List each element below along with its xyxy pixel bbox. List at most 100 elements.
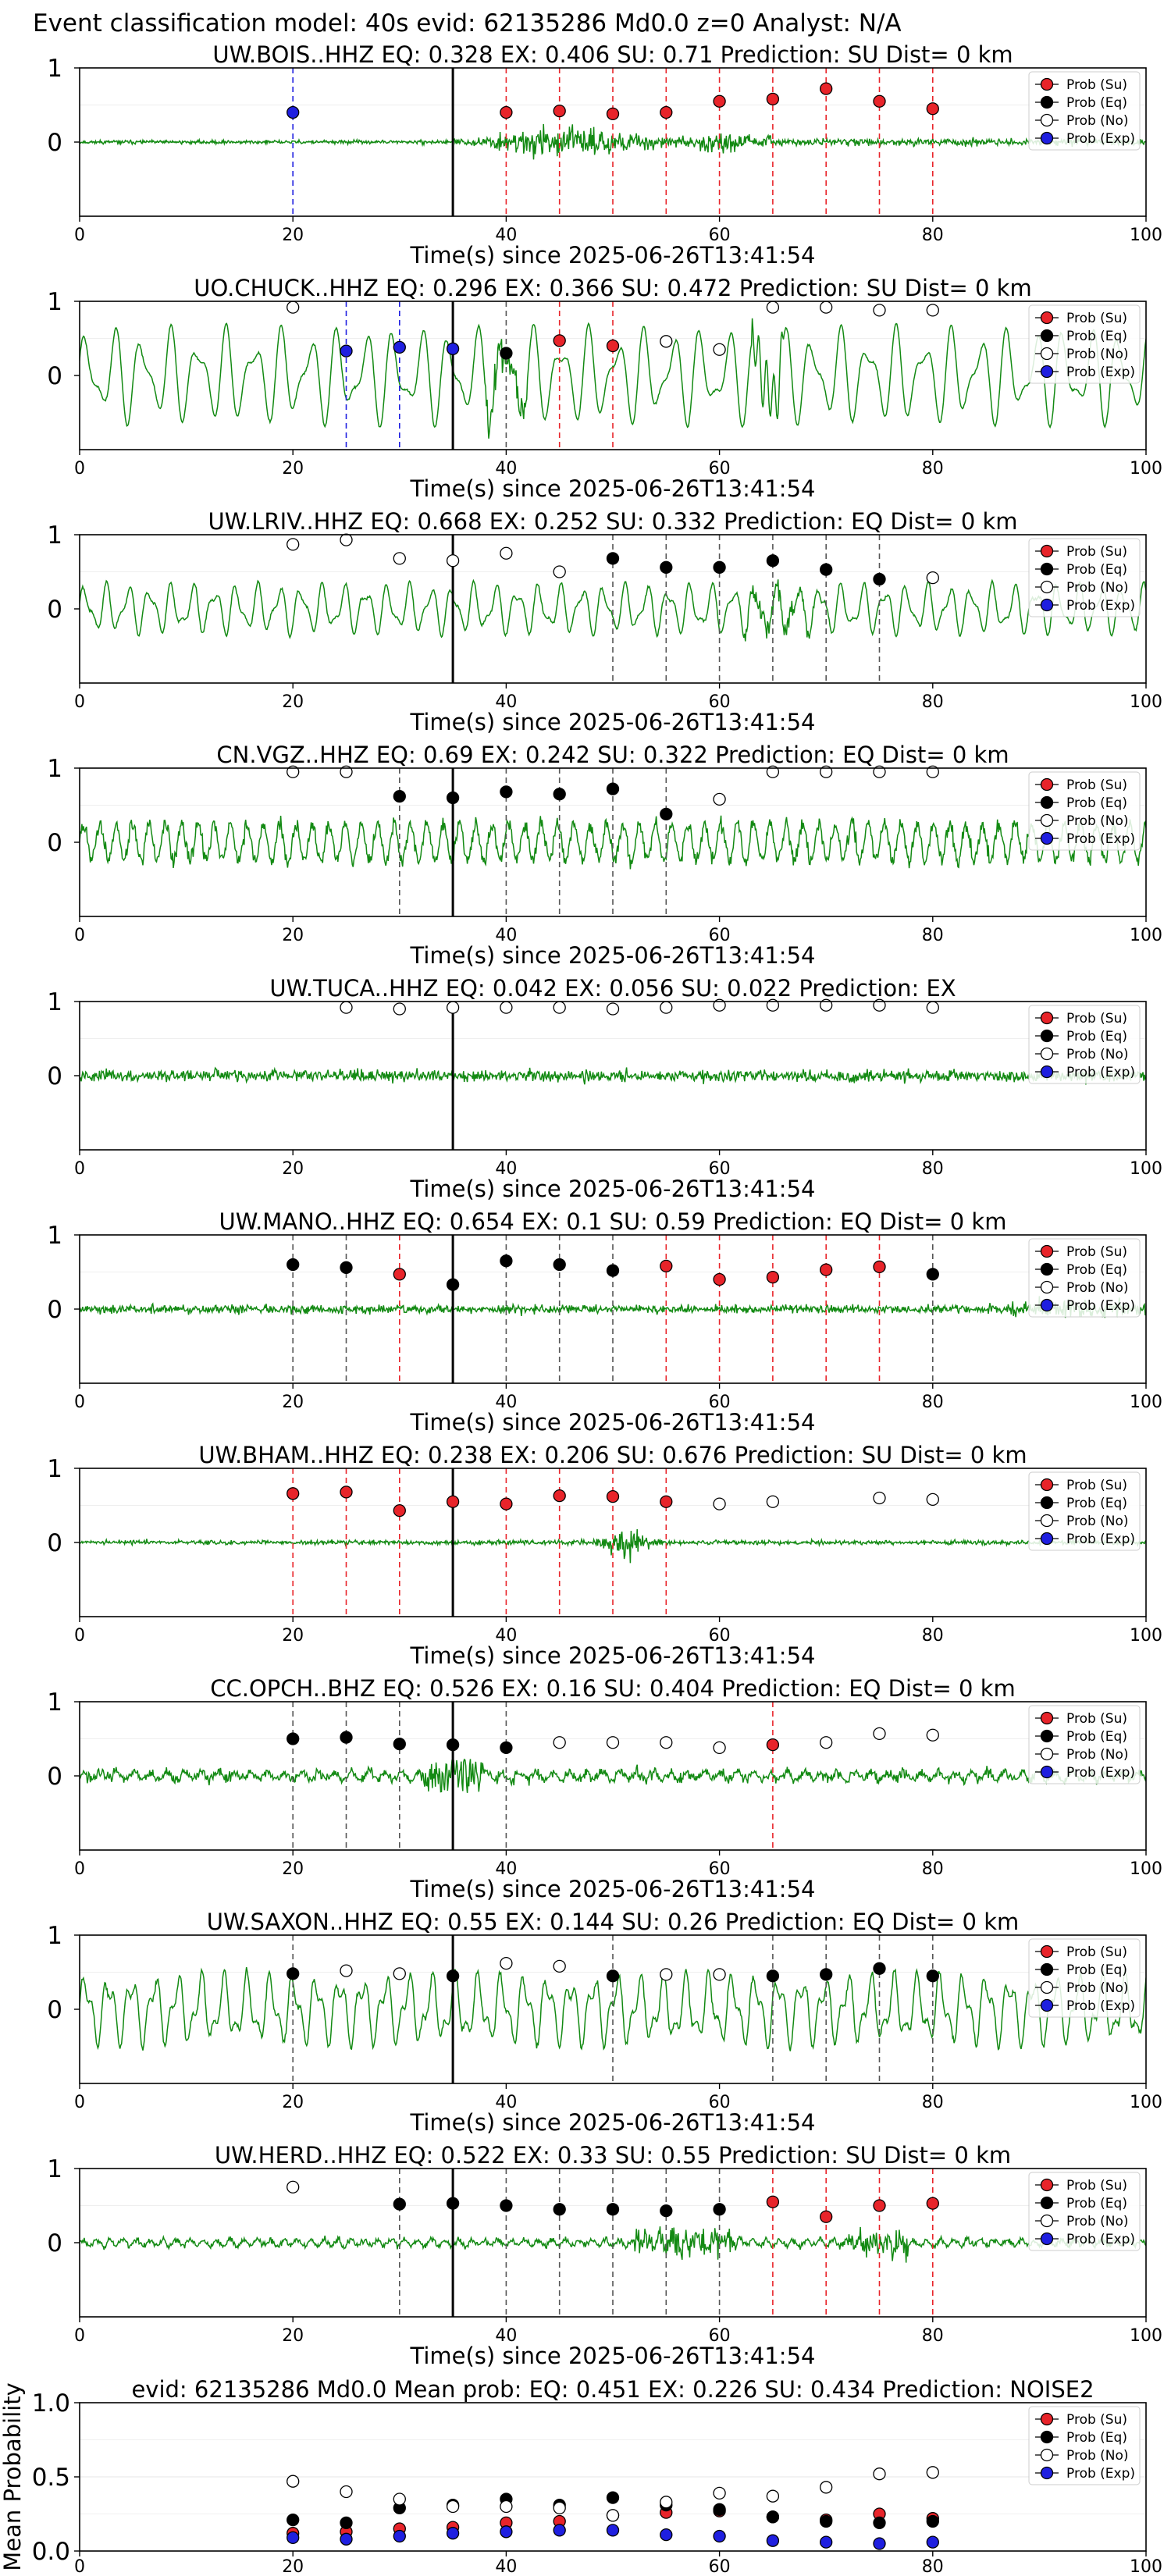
mean-marker-eq bbox=[926, 2514, 939, 2528]
x-axis-label: Time(s) since 2025-06-26T13:41:54 bbox=[410, 1876, 816, 1902]
prob-marker-no bbox=[287, 301, 300, 314]
x-tick-label: 20 bbox=[282, 1159, 304, 1179]
legend-marker bbox=[1040, 831, 1054, 845]
prob-marker-no bbox=[766, 1495, 780, 1508]
legend-label: Prob (Exp) bbox=[1066, 2232, 1135, 2247]
legend-label: Prob (Eq) bbox=[1066, 1262, 1127, 1278]
legend-box bbox=[1028, 771, 1141, 851]
prob-marker-eq bbox=[713, 560, 726, 574]
y-tick-label: 0.0 bbox=[32, 2538, 70, 2566]
y-tick-label: 0 bbox=[47, 1763, 62, 1791]
y-tick-label: 1 bbox=[47, 1222, 62, 1250]
prob-marker-su bbox=[606, 1489, 620, 1503]
legend-marker bbox=[1040, 1262, 1054, 1276]
legend-label: Prob (Su) bbox=[1066, 1478, 1127, 1493]
legend-label: Prob (Exp) bbox=[1066, 131, 1135, 147]
legend: Prob (Su) Prob (Eq) Prob (No) Prob (Exp) bbox=[1028, 1705, 1141, 1784]
legend-label: Prob (Eq) bbox=[1066, 95, 1127, 111]
prob-marker-eq bbox=[500, 347, 513, 360]
prob-marker-su bbox=[606, 107, 620, 121]
legend-label: Prob (No) bbox=[1066, 580, 1129, 596]
legend-label: Prob (Exp) bbox=[1066, 1998, 1135, 2014]
panel-title: UW.MANO..HHZ EQ: 0.654 EX: 0.1 SU: 0.59 … bbox=[219, 1208, 1007, 1235]
legend-marker bbox=[1040, 1029, 1054, 1043]
prob-marker-no bbox=[926, 1001, 939, 1014]
waveform-trace bbox=[80, 318, 1146, 439]
mean-marker-exp bbox=[873, 2537, 886, 2550]
x-tick-label: 0 bbox=[74, 2557, 85, 2576]
legend-marker bbox=[1040, 1962, 1054, 1976]
panel-title: UW.TUCA..HHZ EQ: 0.042 EX: 0.056 SU: 0.0… bbox=[269, 975, 956, 1002]
x-tick-label: 80 bbox=[922, 459, 944, 479]
mean-marker-exp bbox=[500, 2525, 513, 2539]
legend-box bbox=[1028, 2172, 1141, 2251]
y-tick-label: 0 bbox=[47, 2229, 62, 2258]
legend-marker bbox=[1040, 598, 1054, 612]
legend-marker bbox=[1040, 1998, 1054, 2012]
prob-marker-eq bbox=[340, 1731, 353, 1744]
prob-marker-no bbox=[660, 335, 673, 348]
mean-marker-eq bbox=[287, 2513, 300, 2527]
y-tick-label: 1 bbox=[47, 1455, 62, 1483]
legend-label: Prob (Eq) bbox=[1066, 1962, 1127, 1978]
x-tick-label: 80 bbox=[922, 226, 944, 245]
mean-marker-exp bbox=[766, 2534, 780, 2547]
prob-marker-eq bbox=[446, 1969, 460, 1983]
x-tick-label: 80 bbox=[922, 692, 944, 712]
prob-marker-eq bbox=[660, 807, 673, 821]
prob-marker-no bbox=[820, 1736, 833, 1749]
mean-marker-no bbox=[393, 2492, 406, 2506]
legend-marker bbox=[1040, 580, 1054, 594]
x-tick-label: 60 bbox=[709, 2326, 731, 2346]
prob-marker-no bbox=[926, 1728, 939, 1742]
legend-marker bbox=[1040, 2214, 1054, 2228]
prob-marker-no bbox=[446, 1001, 460, 1014]
legend-marker bbox=[1040, 2412, 1054, 2426]
panel-title: evid: 62135286 Md0.0 Mean prob: EQ: 0.45… bbox=[131, 2376, 1094, 2403]
legend-label: Prob (No) bbox=[1066, 1980, 1129, 1996]
y-tick-label: 1.0 bbox=[32, 2389, 70, 2418]
x-tick-label: 20 bbox=[282, 2326, 304, 2346]
prob-marker-no bbox=[446, 554, 460, 568]
legend-marker bbox=[1040, 1532, 1054, 1546]
y-tick-label: 0 bbox=[47, 129, 62, 157]
legend-marker bbox=[1040, 1244, 1054, 1258]
legend-marker bbox=[1040, 2178, 1054, 2192]
legend: Prob (Su) Prob (Eq) Prob (No) Prob (Exp) bbox=[1028, 1938, 1141, 2018]
station-panel: CN.VGZ..HHZ EQ: 0.69 EX: 0.242 SU: 0.322… bbox=[47, 742, 1162, 969]
prob-marker-no bbox=[713, 1968, 726, 1981]
legend-marker bbox=[1040, 1514, 1054, 1528]
legend-box bbox=[1028, 71, 1141, 151]
prob-marker-exp bbox=[446, 342, 460, 355]
station-panel: UW.HERD..HHZ EQ: 0.522 EX: 0.33 SU: 0.55… bbox=[47, 2142, 1162, 2369]
waveform-trace bbox=[80, 1066, 1146, 1085]
prob-marker-no bbox=[287, 538, 300, 551]
legend-label: Prob (Eq) bbox=[1066, 1029, 1127, 1044]
prob-marker-no bbox=[500, 546, 513, 560]
x-tick-label: 40 bbox=[495, 2557, 517, 2576]
x-tick-label: 20 bbox=[282, 1626, 304, 1646]
prob-marker-su bbox=[713, 1272, 726, 1286]
prob-marker-eq bbox=[660, 560, 673, 574]
mean-marker-eq bbox=[873, 2516, 886, 2530]
prob-marker-no bbox=[766, 301, 780, 314]
legend-marker bbox=[1040, 1980, 1054, 1994]
panels: UW.BOIS..HHZ EQ: 0.328 EX: 0.406 SU: 0.7… bbox=[0, 41, 1162, 2576]
mean-prob-panel: evid: 62135286 Md0.0 Mean prob: EQ: 0.45… bbox=[0, 2376, 1162, 2576]
legend-box bbox=[1028, 538, 1141, 617]
prob-marker-eq bbox=[287, 1258, 300, 1272]
legend-label: Prob (Exp) bbox=[1066, 365, 1135, 380]
x-tick-label: 60 bbox=[709, 1393, 731, 1412]
legend-marker bbox=[1040, 1478, 1054, 1492]
x-tick-label: 40 bbox=[495, 1859, 517, 1879]
legend-marker bbox=[1040, 2430, 1054, 2444]
prob-marker-eq bbox=[553, 1258, 566, 1272]
legend-marker bbox=[1040, 113, 1054, 127]
prob-marker-eq bbox=[500, 785, 513, 799]
legend-marker bbox=[1040, 1047, 1054, 1061]
prob-marker-no bbox=[606, 1736, 620, 1749]
x-tick-label: 0 bbox=[74, 2093, 85, 2112]
legend-label: Prob (Eq) bbox=[1066, 1729, 1127, 1745]
x-axis-label: Time(s) since 2025-06-26T13:41:54 bbox=[410, 942, 816, 969]
